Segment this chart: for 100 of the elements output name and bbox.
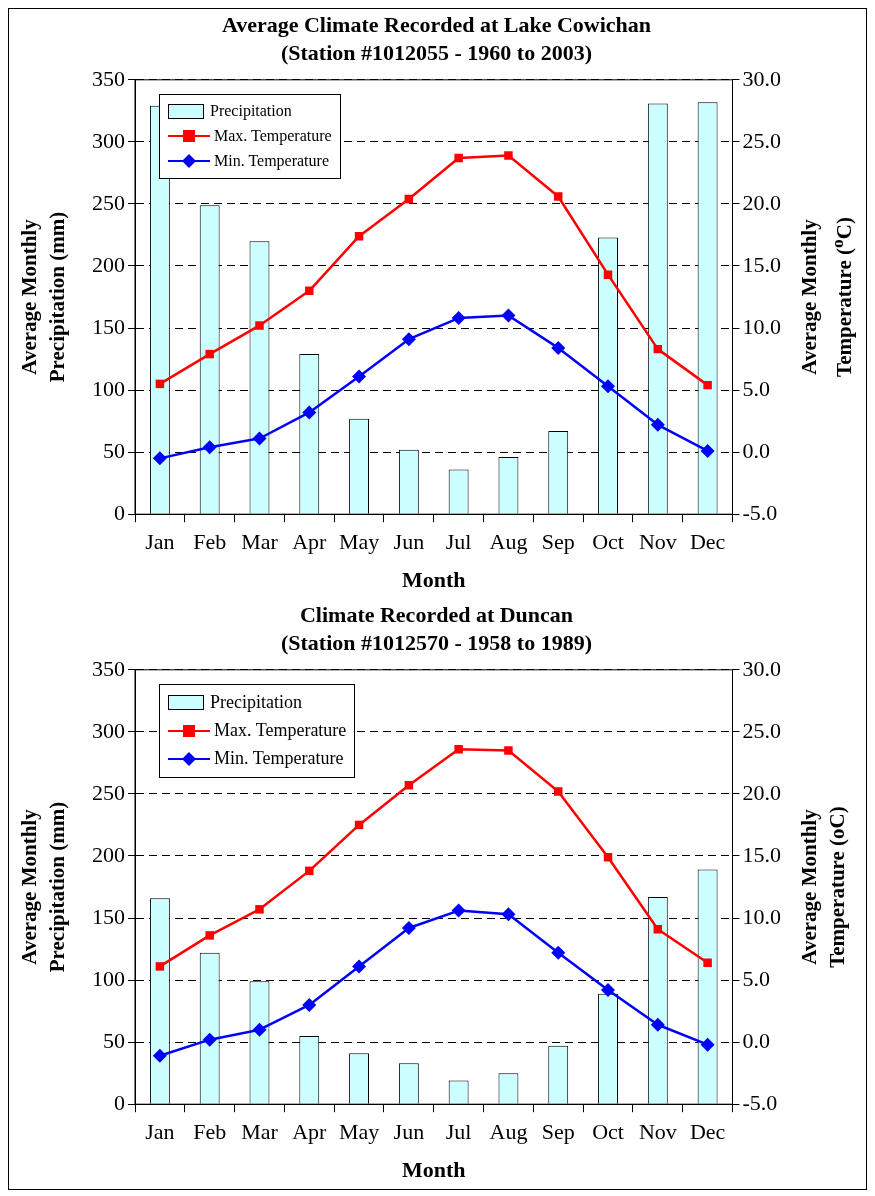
y2-tick-label: 25.0 [742, 717, 781, 743]
x-tick-label: Apr [292, 1119, 328, 1145]
point [255, 905, 264, 914]
y2-tick-label: 0.0 [742, 1027, 770, 1053]
x-tick-label: Jan [145, 1119, 175, 1145]
point [501, 907, 516, 922]
y2-tick-label: 25.0 [742, 127, 781, 153]
y2-tick-label: 5.0 [742, 965, 770, 991]
point [451, 903, 466, 918]
x-tick-label: Apr [292, 529, 328, 555]
point [603, 270, 613, 279]
point [650, 1017, 665, 1032]
x-tick-label: Nov [638, 529, 677, 555]
y2-tick-label: 10.0 [742, 313, 781, 339]
y-tick-label: 150 [92, 903, 125, 929]
x-tick-label: Oct [592, 529, 624, 555]
point [202, 440, 217, 455]
point [202, 1032, 217, 1047]
y2-tick-label: 30.0 [742, 65, 781, 91]
point [205, 349, 214, 359]
point [501, 308, 516, 323]
x-tick-label: Feb [193, 529, 227, 555]
x-tick-label: Dec [689, 529, 726, 555]
y2-axis-title: Average Monthly Temperature (oC) [795, 805, 850, 970]
x-tick-label: Jan [145, 529, 175, 555]
x-tick-label: Mar [241, 529, 279, 555]
y-tick-label: 250 [92, 189, 125, 215]
y-tick-label: 300 [92, 127, 125, 153]
x-tick-label: Oct [592, 1119, 624, 1145]
x-tick-label: Dec [689, 1119, 726, 1145]
x-tick-label: Jul [445, 1119, 472, 1145]
x-tick-label: May [338, 529, 380, 555]
y-tick-label: 50 [103, 1027, 125, 1053]
point [155, 962, 165, 971]
y2-tick-label: 20.0 [742, 779, 781, 805]
point [551, 945, 566, 960]
point [352, 369, 367, 384]
chart-subtitle: (Station #1012570 - 1958 to 1989) [280, 630, 593, 656]
point [454, 153, 463, 163]
y-tick-label: 350 [92, 65, 125, 91]
y-tick-label: 0 [114, 499, 125, 525]
x-axis-title: Month [401, 567, 466, 593]
point [352, 959, 367, 974]
y-axis-title: Average Monthly Precipitation (mm) [16, 800, 70, 975]
y2-tick-label: 30.0 [742, 655, 781, 681]
y-axis-title: Average Monthly Precipitation (mm) [16, 210, 70, 385]
y2-tick-label: -5.0 [742, 499, 778, 525]
point [504, 746, 513, 755]
point [401, 920, 416, 935]
x-tick-label: Aug [489, 1119, 528, 1145]
chart-subtitle: (Station #1012055 - 1960 to 2003) [280, 40, 593, 66]
legend-label: Max. Temperature [214, 720, 347, 742]
y-tick-label: 300 [92, 717, 125, 743]
point [305, 866, 314, 876]
point [451, 311, 466, 326]
point [650, 417, 665, 432]
y-tick-label: 200 [92, 841, 125, 867]
y-tick-label: 100 [92, 375, 125, 401]
point [152, 451, 167, 466]
point [401, 332, 416, 347]
point [700, 1037, 715, 1052]
y-tick-label: 0 [114, 1089, 125, 1115]
y-tick-label: 100 [92, 965, 125, 991]
point [302, 405, 317, 420]
point [553, 192, 563, 201]
point [504, 151, 513, 160]
legend-label: Min. Temperature [214, 152, 329, 171]
y2-tick-label: 10.0 [742, 903, 781, 929]
y-tick-label: 50 [103, 437, 125, 463]
x-tick-label: Nov [638, 1119, 677, 1145]
legend-label: Max. Temperature [214, 127, 332, 146]
y-tick-label: 350 [92, 655, 125, 681]
legend-label: Min. Temperature [214, 748, 344, 770]
point [700, 443, 715, 458]
x-tick-label: Jun [393, 529, 425, 555]
x-axis-title: Month [401, 1157, 466, 1183]
y2-tick-label: 15.0 [742, 841, 781, 867]
point [305, 286, 314, 296]
point [252, 431, 267, 446]
point [252, 1022, 267, 1037]
y-tick-label: 200 [92, 251, 125, 277]
point [205, 931, 214, 940]
y2-tick-label: 20.0 [742, 189, 781, 215]
y2-tick-label: 5.0 [742, 375, 770, 401]
x-tick-label: Aug [489, 529, 528, 555]
x-tick-label: Sep [541, 1119, 575, 1145]
point [551, 340, 566, 355]
point [553, 787, 563, 796]
x-tick-label: Feb [193, 1119, 227, 1145]
y2-tick-label: 15.0 [742, 251, 781, 277]
x-tick-label: Jul [445, 529, 472, 555]
legend-label: Precipitation [210, 102, 292, 121]
point [255, 321, 264, 330]
point [601, 379, 616, 394]
point [601, 983, 616, 998]
chart-title: Average Climate Recorded at Lake Cowichan [221, 11, 652, 37]
x-tick-label: Jun [393, 1119, 425, 1145]
point [454, 744, 463, 754]
x-tick-label: Mar [241, 1119, 279, 1145]
legend-label: Precipitation [210, 692, 302, 714]
